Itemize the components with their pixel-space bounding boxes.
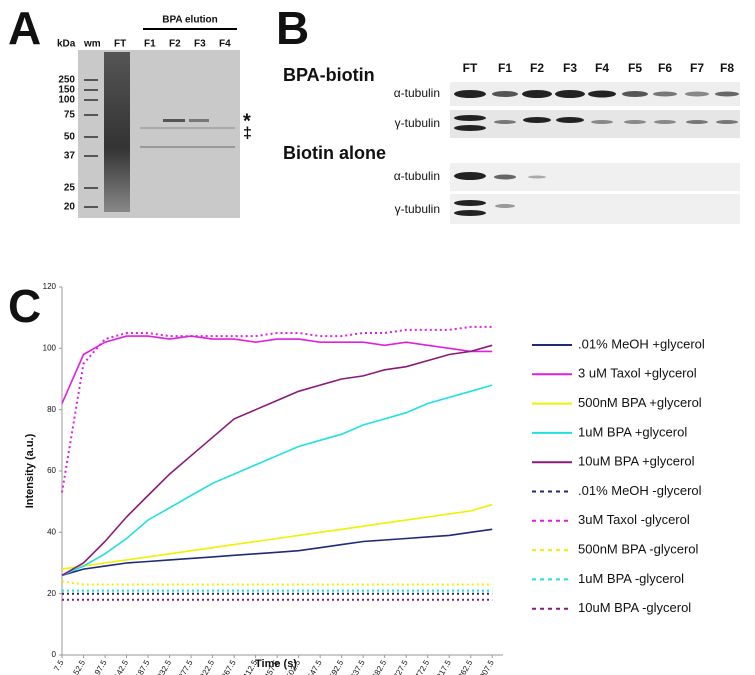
- row-label: α-tubulin: [394, 86, 440, 100]
- x-tick-label: 592.5: [327, 658, 345, 675]
- x-tick-label: 907.5: [478, 658, 496, 675]
- x-tick-label: 367.5: [220, 658, 238, 675]
- blot-bands: [454, 90, 739, 216]
- x-tick-label: 187.5: [134, 658, 152, 675]
- legend-label: .01% MeOH +glycerol: [578, 336, 705, 351]
- blot-strip: [450, 110, 740, 138]
- x-tick-label: 817.5: [435, 658, 453, 675]
- lane-label: F3: [563, 61, 577, 75]
- marker-label: 37: [64, 151, 76, 162]
- row-label: γ-tubulin: [395, 202, 440, 216]
- y-tick-label: 40: [47, 527, 56, 536]
- lane-label: F4: [595, 61, 609, 75]
- x-tick-label: 322.5: [198, 658, 216, 675]
- x-tick-label: 637.5: [349, 658, 367, 675]
- lane-label: F1: [498, 61, 512, 75]
- x-tick-label: 7.5: [52, 658, 66, 673]
- band-marker: ‡: [243, 125, 252, 142]
- series-line: [61, 335, 493, 404]
- lane-label: wm: [83, 39, 101, 50]
- x-tick-label: 97.5: [93, 658, 109, 675]
- lane-label: F5: [628, 61, 642, 75]
- legend-label: 1uM BPA +glycerol: [578, 424, 687, 439]
- marker-label: 150: [58, 85, 75, 96]
- lane-label: F3: [194, 39, 206, 50]
- legend-label: 10uM BPA +glycerol: [578, 454, 695, 469]
- gel-image: [78, 50, 240, 218]
- lane-label: F1: [144, 39, 156, 50]
- x-tick-label: 682.5: [370, 658, 388, 675]
- series-line: [61, 503, 493, 570]
- blot-heading: BPA-biotin: [283, 65, 375, 85]
- lane-label: FT: [114, 39, 126, 50]
- marker-label: 50: [64, 132, 76, 143]
- row-label: α-tubulin: [394, 169, 440, 183]
- x-axis-title: Time (s): [255, 658, 297, 670]
- series-line: [61, 528, 493, 577]
- y-tick-label: 0: [52, 650, 57, 659]
- y-tick-label: 20: [47, 589, 56, 598]
- marker-label: 25: [64, 183, 76, 194]
- marker-label: 20: [64, 202, 76, 213]
- legend-label: .01% MeOH -glycerol: [578, 483, 702, 498]
- unit-label: kDa: [57, 39, 76, 50]
- series-line: [61, 344, 493, 576]
- x-tick-label: 232.5: [155, 658, 173, 675]
- blot-strip: [450, 163, 740, 191]
- marker-label: 100: [58, 95, 75, 106]
- blot-heading: Biotin alone: [283, 143, 386, 163]
- legend-label: 3uM Taxol -glycerol: [578, 512, 690, 527]
- y-tick-label: 100: [43, 343, 57, 352]
- marker-label: 75: [64, 110, 76, 121]
- lane-label: F4: [219, 39, 231, 50]
- y-tick-label: 80: [47, 405, 56, 414]
- lane-label: F7: [690, 61, 704, 75]
- series-line: [61, 384, 493, 577]
- panel-letter: B: [276, 2, 309, 54]
- legend-label: 3 uM Taxol +glycerol: [578, 366, 697, 381]
- ladder: [84, 79, 98, 208]
- x-tick-label: 862.5: [456, 658, 474, 675]
- y-tick-label: 120: [43, 282, 57, 291]
- group-label: BPA elution: [162, 15, 218, 26]
- lane-label: F8: [720, 61, 734, 75]
- legend-label: 500nM BPA +glycerol: [578, 395, 702, 410]
- x-tick-label: 52.5: [71, 658, 87, 675]
- lane-label: F6: [658, 61, 672, 75]
- band-marker: *: [243, 110, 251, 132]
- x-tick-label: 547.5: [306, 658, 324, 675]
- panel-letter: A: [8, 2, 41, 54]
- series-line: [61, 325, 493, 493]
- x-tick-label: 727.5: [392, 658, 410, 675]
- y-axis-title: Intensity (a.u.): [24, 433, 36, 508]
- y-tick-label: 60: [47, 466, 56, 475]
- marker-label: 250: [58, 75, 75, 86]
- gel-bands: [140, 119, 235, 148]
- blot-strip: [450, 194, 740, 224]
- gel-lane: [104, 52, 130, 212]
- legend-label: 500nM BPA -glycerol: [578, 542, 699, 557]
- row-label: γ-tubulin: [395, 116, 440, 130]
- series-line: [61, 580, 493, 586]
- legend-label: 10uM BPA -glycerol: [578, 600, 691, 615]
- x-tick-label: 142.5: [112, 658, 130, 675]
- lane-label: FT: [463, 61, 478, 75]
- lane-label: F2: [530, 61, 544, 75]
- panel-letter: C: [8, 280, 41, 332]
- x-tick-label: 772.5: [413, 658, 431, 675]
- legend-label: 1uM BPA -glycerol: [578, 571, 684, 586]
- lane-label: F2: [169, 39, 181, 50]
- x-tick-label: 277.5: [177, 658, 195, 675]
